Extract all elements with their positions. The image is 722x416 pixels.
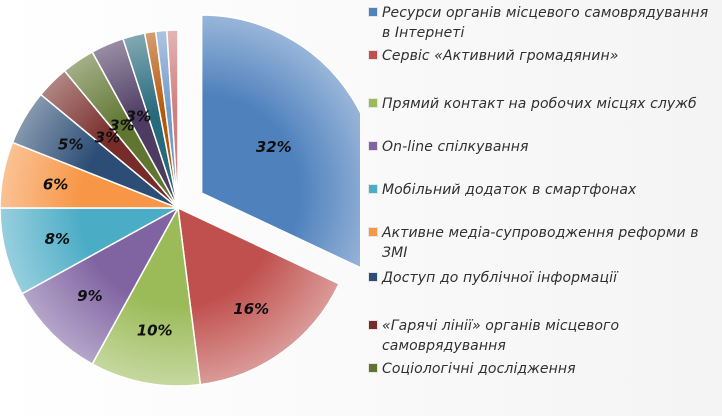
pie-data-label: 8% xyxy=(45,230,70,248)
pie-data-labels: 32%16%10%9%8%6%5% 3%3%3% xyxy=(43,108,292,340)
pie-slice xyxy=(166,29,179,209)
legend-label: Соціологічні дослідження xyxy=(382,361,576,377)
legend-swatch xyxy=(369,99,377,107)
pie-slice xyxy=(200,14,360,269)
pie-chart: 32%16%10%9%8%6%5% 3%3%3% xyxy=(0,14,360,387)
legend-label: On-line спілкування xyxy=(382,139,529,155)
legend-swatch xyxy=(369,228,377,236)
pie-data-label: 5% xyxy=(58,136,83,154)
pie-data-label: 3% xyxy=(95,129,120,147)
pie-data-label: 32% xyxy=(256,138,292,156)
pie-data-label: 6% xyxy=(43,176,68,194)
legend-item: Сервіс «Активний громадянин» xyxy=(365,46,717,66)
pie-data-label: 16% xyxy=(233,300,269,318)
legend-swatch xyxy=(369,8,377,16)
pie-slices xyxy=(0,14,360,387)
legend-label: Доступ до публічної інформації xyxy=(382,270,618,286)
pie-data-label: 3% xyxy=(126,108,151,126)
pie-slice xyxy=(91,205,202,387)
legend-item: Мобільний додаток в смартфонах xyxy=(365,180,717,200)
legend-swatch xyxy=(369,51,377,59)
pie-data-label: 3% xyxy=(109,117,134,135)
legend-swatch xyxy=(369,321,377,329)
chart-legend: Ресурси органів місцевого самоврядування… xyxy=(365,0,722,416)
legend-label: Мобільний додаток в смартфонах xyxy=(382,182,637,198)
pie-slice xyxy=(0,207,179,295)
legend-item: «Гарячі лінії» органів місцевого самовря… xyxy=(365,316,717,356)
legend-swatch xyxy=(369,364,377,372)
legend-label: «Гарячі лінії» органів місцевого самовря… xyxy=(382,318,620,354)
pie-data-label: 10% xyxy=(137,321,173,339)
legend-label: Прямий контакт на робочих місцях служб xyxy=(382,96,697,112)
legend-label: Сервіс «Активний громадянин» xyxy=(382,48,619,64)
pie-slice xyxy=(20,206,180,366)
legend-swatch xyxy=(369,142,377,150)
legend-label: Ресурси органів місцевого самоврядування… xyxy=(382,5,709,41)
legend-item: Прямий контакт на робочих місцях служб xyxy=(365,94,717,114)
legend-swatch xyxy=(369,185,377,193)
legend-item: Соціологічні дослідження xyxy=(365,359,717,379)
legend-item: Доступ до публічної інформації xyxy=(365,268,717,288)
legend-item: On-line спілкування xyxy=(365,137,717,157)
pie-data-label: 9% xyxy=(77,287,102,305)
legend-item: Ресурси органів місцевого самоврядування… xyxy=(365,3,717,43)
legend-label: Активне медіа-супроводження реформи в ЗМ… xyxy=(382,225,699,261)
legend-item: Активне медіа-супроводження реформи в ЗМ… xyxy=(365,223,717,263)
pie-slice xyxy=(177,206,341,386)
legend-swatch xyxy=(369,273,377,281)
